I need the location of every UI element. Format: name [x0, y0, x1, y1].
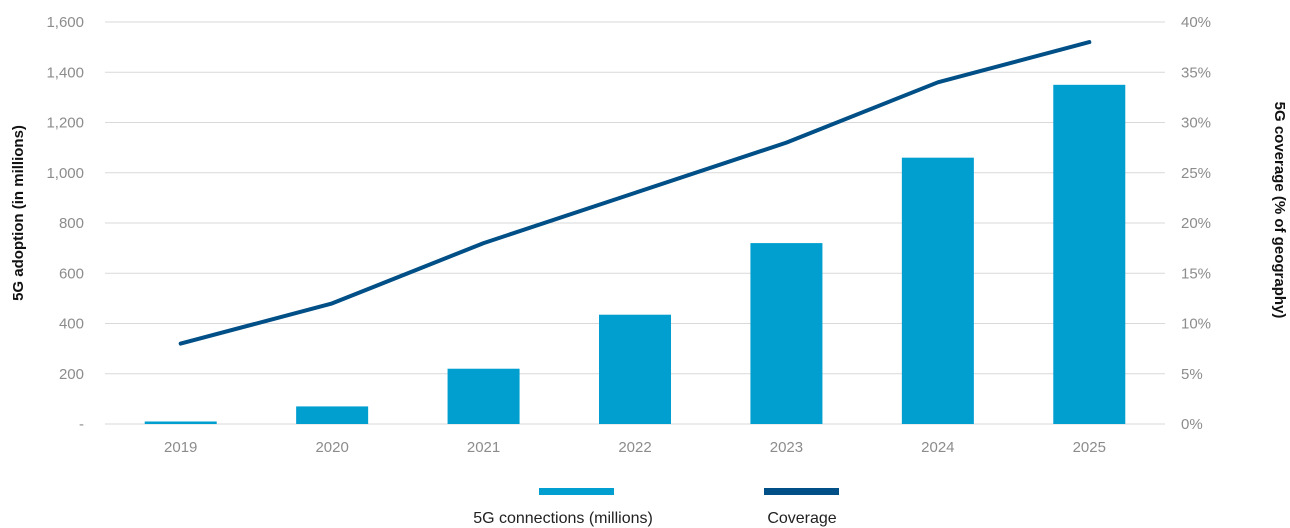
bar	[750, 243, 823, 424]
gridlines	[105, 21, 1165, 425]
axis-ticks: - 200 400 600 800 1,000 1,200 1,400 1,600 0% 5% 10%…	[46, 14, 1211, 456]
bar	[1053, 84, 1126, 424]
right-tick-label: 0%	[1181, 416, 1203, 433]
legend-label-connections: 5G connections (millions)	[473, 510, 653, 527]
bar	[296, 406, 369, 424]
right-axis-title: 5G coverage (% of geography)	[1271, 102, 1288, 319]
x-tick-label: 2021	[467, 439, 500, 456]
left-tick-label: 1,600	[46, 14, 84, 31]
left-axis-title: 5G adoption (in millions)	[10, 125, 27, 301]
legend-swatch-coverage	[764, 488, 839, 495]
bar	[144, 421, 217, 424]
left-tick-label: -	[79, 416, 84, 433]
left-tick-label: 1,400	[46, 64, 84, 81]
x-tick-label: 2019	[164, 439, 197, 456]
right-tick-label: 15%	[1181, 265, 1211, 282]
x-tick-label: 2022	[618, 439, 651, 456]
left-tick-label: 800	[59, 215, 84, 232]
coverage-line	[178, 40, 1092, 346]
left-tick-label: 400	[59, 316, 84, 333]
bar-series	[144, 84, 1126, 425]
x-tick-label: 2023	[770, 439, 803, 456]
bar	[901, 157, 974, 425]
left-tick-label: 200	[59, 366, 84, 383]
right-tick-label: 10%	[1181, 316, 1211, 333]
bar	[599, 314, 671, 424]
left-tick-label: 600	[59, 265, 84, 282]
legend: 5G connections (millions) Coverage	[473, 488, 839, 527]
bar	[447, 368, 520, 424]
x-tick-label: 2024	[921, 439, 954, 456]
left-tick-label: 1,200	[46, 115, 84, 132]
right-tick-label: 20%	[1181, 215, 1211, 232]
left-tick-label: 1,000	[46, 165, 84, 182]
right-tick-label: 30%	[1181, 115, 1211, 132]
right-tick-label: 25%	[1181, 165, 1211, 182]
right-tick-label: 5%	[1181, 366, 1203, 383]
legend-label-coverage: Coverage	[767, 510, 836, 527]
x-tick-label: 2020	[315, 439, 348, 456]
right-tick-label: 35%	[1181, 64, 1211, 81]
x-tick-label: 2025	[1073, 439, 1106, 456]
right-tick-label: 40%	[1181, 14, 1211, 31]
legend-swatch-connections	[539, 488, 614, 495]
line-series	[178, 40, 1092, 346]
